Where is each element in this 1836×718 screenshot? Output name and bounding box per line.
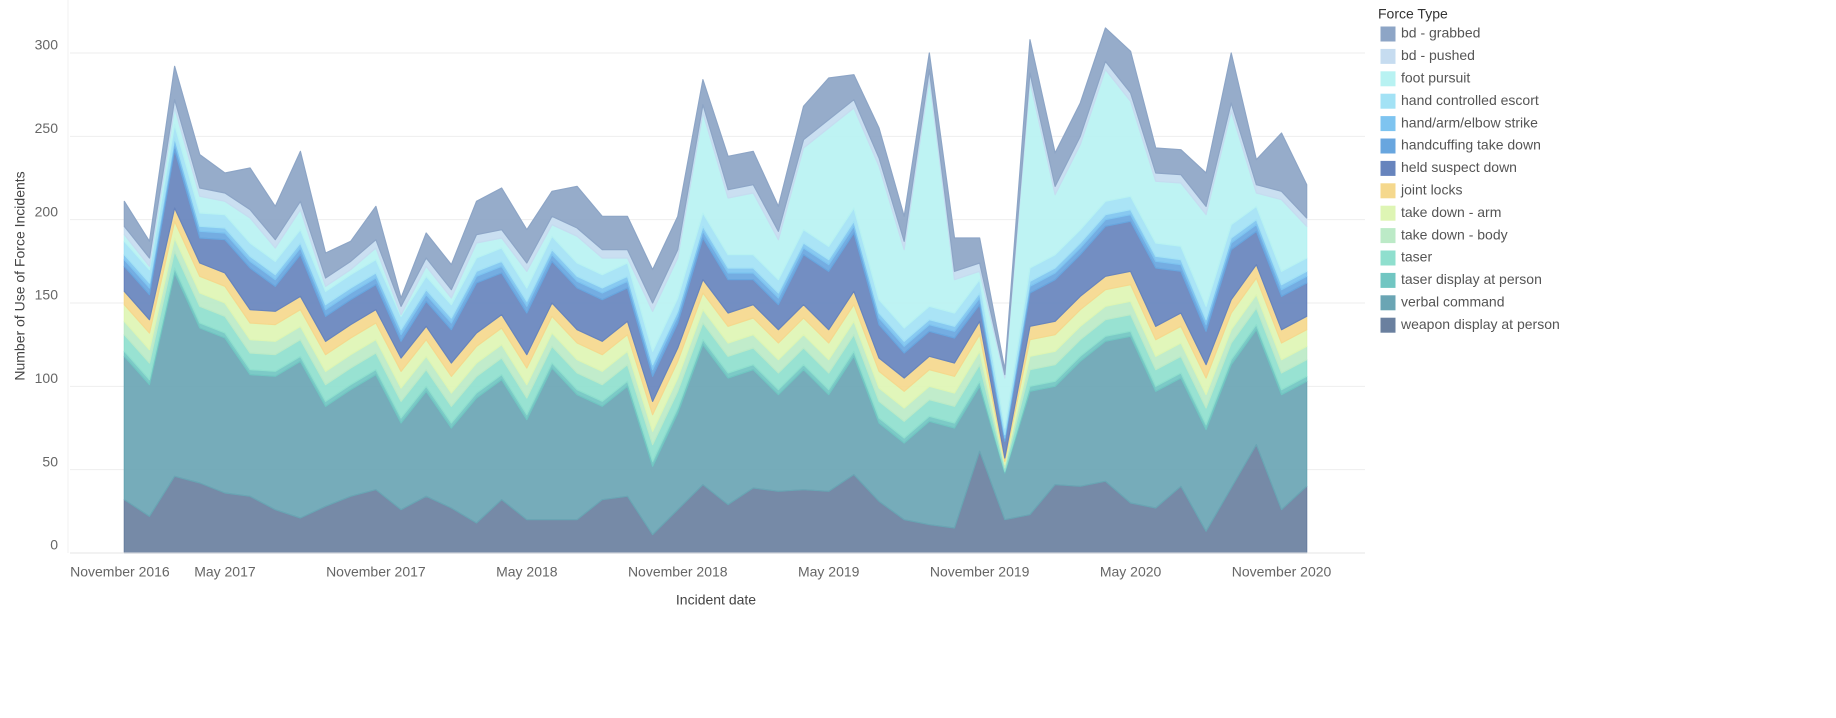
legend-label: take down - body [1401,226,1508,242]
legend-swatch [1379,204,1397,222]
y-tick-label: 250 [35,120,59,136]
x-tick-label: May 2018 [496,564,558,580]
x-tick-label: November 2016 [70,564,170,580]
legend-label: hand/arm/elbow strike [1401,114,1538,130]
legend-swatch [1379,47,1397,65]
legend-swatch [1379,25,1397,43]
legend-label: take down - arm [1401,204,1501,220]
areas [123,27,1308,554]
axes: 0 50 100 150 200 250 300 November 2016 May 2017 N… [35,0,1365,580]
legend-swatch [1379,227,1397,245]
legend-label: hand controlled escort [1401,92,1539,108]
legend-title: Force Type [1378,6,1448,22]
legend-label: joint locks [1400,182,1462,198]
legend-swatch [1379,70,1397,88]
legend-label: held suspect down [1401,159,1517,175]
x-tick-label: November 2018 [628,564,728,580]
x-tick-label: November 2019 [930,564,1030,580]
legend-label: taser display at person [1401,271,1542,287]
y-tick-label: 300 [35,37,59,53]
legend-label: bd - pushed [1401,47,1475,63]
y-tick-label: 100 [35,370,59,386]
x-tick-label: November 2017 [326,564,426,580]
x-tick-label: May 2020 [1100,564,1162,580]
legend-swatch [1379,115,1397,133]
x-tick-label: November 2020 [1232,564,1332,580]
y-tick-label: 150 [35,287,59,303]
y-tick-label: 0 [50,537,58,553]
legend-swatch [1379,137,1397,155]
legend-swatch [1379,294,1397,312]
legend-swatch [1379,271,1397,289]
area [123,27,1308,376]
legend-label: weapon display at person [1400,316,1560,332]
x-tick-label: May 2017 [194,564,256,580]
legend: Force Type bd - grabbed bd - pushed foot p… [1378,6,1560,334]
y-tick-label: 200 [35,203,59,219]
legend-swatch [1379,92,1397,110]
legend-label: foot pursuit [1401,70,1470,86]
legend-label: taser [1401,249,1432,265]
legend-swatch [1379,249,1397,267]
y-tick-label: 50 [42,453,58,469]
legend-swatch [1379,182,1397,200]
x-tick-label: May 2019 [798,564,860,580]
legend-label: bd - grabbed [1401,25,1480,41]
legend-swatch [1379,159,1397,177]
x-axis-title: Incident date [676,592,756,608]
legend-label: verbal command [1401,294,1505,310]
legend-swatch [1379,316,1397,334]
y-axis-title: Number of Use of Force Incidents [12,171,28,380]
legend-label: handcuffing take down [1401,137,1541,153]
